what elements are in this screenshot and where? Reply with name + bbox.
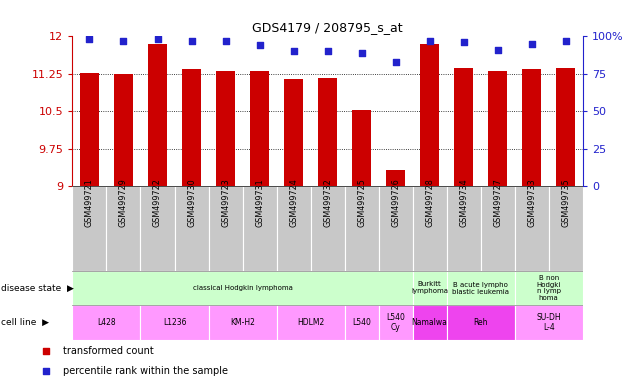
Bar <box>216 71 235 186</box>
Bar <box>454 68 473 186</box>
Title: GDS4179 / 208795_s_at: GDS4179 / 208795_s_at <box>252 21 403 34</box>
Bar <box>515 305 583 340</box>
Bar <box>106 186 140 271</box>
Text: GSM499735: GSM499735 <box>561 178 570 227</box>
Bar <box>277 186 311 271</box>
Bar <box>72 186 106 271</box>
Bar <box>277 305 345 340</box>
Text: HDLM2: HDLM2 <box>297 318 324 327</box>
Bar <box>413 305 447 340</box>
Point <box>289 48 299 55</box>
Text: B acute lympho
blastic leukemia: B acute lympho blastic leukemia <box>452 281 509 295</box>
Bar <box>447 305 515 340</box>
Point <box>459 40 469 46</box>
Bar <box>209 305 277 340</box>
Point <box>152 36 163 43</box>
Point <box>493 47 503 53</box>
Point <box>84 36 94 43</box>
Bar <box>311 186 345 271</box>
Bar <box>345 305 379 340</box>
Bar <box>447 271 515 305</box>
Bar <box>209 186 243 271</box>
Point <box>357 50 367 56</box>
Bar <box>413 186 447 271</box>
Text: GSM499734: GSM499734 <box>459 178 468 227</box>
Text: SU-DH
L-4: SU-DH L-4 <box>536 313 561 332</box>
Point <box>425 38 435 44</box>
Bar <box>549 186 583 271</box>
Text: L540: L540 <box>352 318 371 327</box>
Text: GSM499731: GSM499731 <box>255 178 264 227</box>
Text: Reh: Reh <box>473 318 488 327</box>
Point <box>391 59 401 65</box>
Text: Burkitt
lymphoma: Burkitt lymphoma <box>411 281 448 295</box>
Bar <box>515 186 549 271</box>
Bar <box>420 44 439 186</box>
Text: disease state  ▶: disease state ▶ <box>1 283 74 293</box>
Point <box>220 38 231 44</box>
Bar <box>243 186 277 271</box>
Text: GSM499721: GSM499721 <box>85 178 94 227</box>
Bar <box>556 68 575 186</box>
Text: GSM499728: GSM499728 <box>425 178 434 227</box>
Text: B non
Hodgki
n lymp
homa: B non Hodgki n lymp homa <box>537 275 561 301</box>
Text: GSM499722: GSM499722 <box>153 178 162 227</box>
Point <box>527 41 537 47</box>
Text: GSM499726: GSM499726 <box>391 178 400 227</box>
Point <box>42 348 52 354</box>
Bar <box>182 69 201 186</box>
Bar <box>386 170 405 186</box>
Bar <box>148 44 167 186</box>
Text: L1236: L1236 <box>163 318 186 327</box>
Bar <box>114 74 133 186</box>
Bar <box>175 186 209 271</box>
Bar <box>352 110 371 186</box>
Text: KM-H2: KM-H2 <box>230 318 255 327</box>
Bar <box>72 271 413 305</box>
Text: percentile rank within the sample: percentile rank within the sample <box>62 366 227 376</box>
Bar <box>318 78 337 186</box>
Point <box>323 48 333 55</box>
Bar <box>345 186 379 271</box>
Text: GSM499725: GSM499725 <box>357 178 366 227</box>
Bar <box>80 73 99 186</box>
Point <box>186 38 197 44</box>
Bar <box>140 186 175 271</box>
Text: transformed count: transformed count <box>62 346 153 356</box>
Text: GSM499732: GSM499732 <box>323 178 332 227</box>
Bar <box>284 79 303 186</box>
Text: GSM499727: GSM499727 <box>493 178 502 227</box>
Text: GSM499729: GSM499729 <box>119 178 128 227</box>
Bar <box>379 186 413 271</box>
Text: Namalwa: Namalwa <box>412 318 447 327</box>
Text: GSM499733: GSM499733 <box>527 178 536 227</box>
Bar <box>413 271 447 305</box>
Point <box>561 38 571 44</box>
Text: GSM499730: GSM499730 <box>187 178 196 227</box>
Text: L428: L428 <box>97 318 116 327</box>
Point <box>118 38 129 44</box>
Bar <box>379 305 413 340</box>
Bar <box>250 71 269 186</box>
Point <box>42 367 52 374</box>
Bar <box>522 69 541 186</box>
Bar <box>488 71 507 186</box>
Text: GSM499724: GSM499724 <box>289 178 298 227</box>
Text: classical Hodgkin lymphoma: classical Hodgkin lymphoma <box>193 285 292 291</box>
Bar <box>72 305 140 340</box>
Text: GSM499723: GSM499723 <box>221 178 230 227</box>
Bar <box>140 305 209 340</box>
Text: cell line  ▶: cell line ▶ <box>1 318 49 327</box>
Bar <box>481 186 515 271</box>
Bar <box>447 186 481 271</box>
Point <box>255 42 265 48</box>
Text: L540
Cy: L540 Cy <box>386 313 405 332</box>
Bar <box>515 271 583 305</box>
